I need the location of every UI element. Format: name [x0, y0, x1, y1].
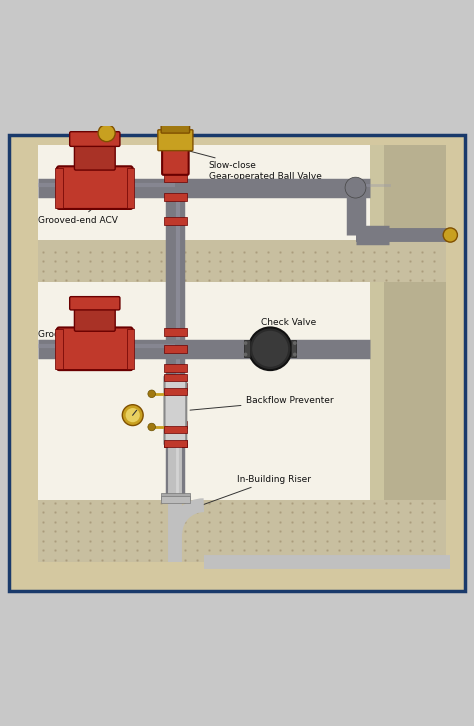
- Bar: [161, 496, 190, 503]
- Circle shape: [122, 404, 143, 425]
- Bar: [164, 383, 187, 391]
- Text: In-Building Riser: In-Building Riser: [178, 475, 311, 514]
- Bar: [244, 340, 250, 357]
- Bar: [164, 388, 187, 395]
- Circle shape: [443, 228, 457, 242]
- Text: Backflow Preventer: Backflow Preventer: [190, 396, 334, 410]
- FancyBboxPatch shape: [74, 305, 115, 331]
- Circle shape: [249, 327, 292, 370]
- Bar: [370, 145, 384, 562]
- Bar: [164, 421, 187, 428]
- Circle shape: [345, 177, 366, 198]
- Bar: [164, 440, 187, 447]
- FancyBboxPatch shape: [70, 297, 120, 310]
- FancyBboxPatch shape: [161, 119, 190, 133]
- Circle shape: [148, 423, 155, 431]
- Text: Grooved-end ACV: Grooved-end ACV: [38, 208, 118, 225]
- Bar: [55, 168, 63, 208]
- Circle shape: [252, 331, 288, 367]
- Text: Grooved-end ACV: Grooved-end ACV: [38, 330, 118, 365]
- Bar: [127, 168, 134, 208]
- Circle shape: [293, 353, 297, 356]
- Text: Check Valve: Check Valve: [261, 318, 316, 367]
- Circle shape: [244, 341, 247, 345]
- FancyBboxPatch shape: [164, 376, 186, 445]
- Bar: [291, 340, 296, 357]
- Bar: [127, 329, 134, 369]
- Bar: [164, 440, 187, 447]
- Circle shape: [126, 408, 140, 423]
- FancyBboxPatch shape: [57, 327, 133, 370]
- Bar: [164, 364, 187, 372]
- Circle shape: [98, 125, 115, 142]
- FancyBboxPatch shape: [158, 130, 193, 151]
- Bar: [38, 500, 446, 562]
- Bar: [164, 426, 187, 433]
- Bar: [164, 174, 187, 182]
- Text: Slow-close
Gear-operated Ball Valve: Slow-close Gear-operated Ball Valve: [178, 148, 321, 181]
- FancyBboxPatch shape: [162, 148, 189, 175]
- Circle shape: [244, 353, 247, 356]
- Bar: [164, 141, 187, 149]
- Bar: [164, 374, 187, 380]
- Circle shape: [293, 341, 297, 345]
- Bar: [164, 345, 187, 353]
- Bar: [370, 145, 446, 562]
- FancyBboxPatch shape: [74, 141, 115, 170]
- Bar: [55, 329, 63, 369]
- Bar: [164, 328, 187, 336]
- FancyBboxPatch shape: [70, 131, 120, 147]
- Bar: [38, 145, 379, 562]
- Bar: [164, 217, 187, 224]
- Circle shape: [148, 390, 155, 398]
- FancyBboxPatch shape: [57, 166, 133, 209]
- Bar: [161, 494, 190, 500]
- Bar: [164, 193, 187, 201]
- Bar: [38, 240, 446, 282]
